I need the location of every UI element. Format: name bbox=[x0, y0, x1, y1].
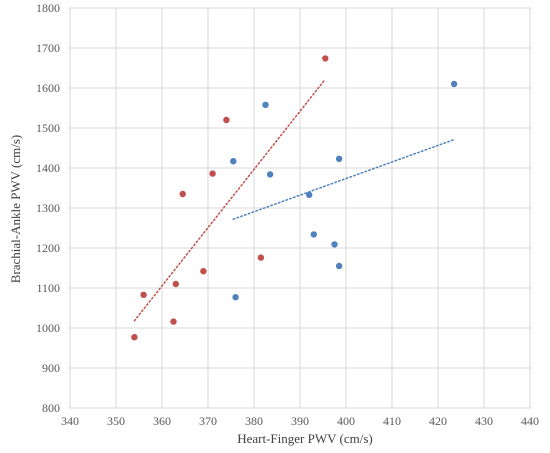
y-axis-title: Brachial-Ankle PWV (cm/s) bbox=[8, 135, 23, 284]
y-tick-label: 1100 bbox=[36, 281, 60, 295]
tick-labels: 340 350 360 370 380 390 400 410 420 430 440 800 900 1… bbox=[36, 1, 539, 428]
y-tick-label: 900 bbox=[42, 361, 60, 375]
y-tick-label: 1500 bbox=[36, 121, 60, 135]
x-tick-label: 390 bbox=[291, 414, 309, 428]
series-2-point bbox=[306, 191, 313, 198]
series-2-point bbox=[335, 262, 343, 270]
series-1-point bbox=[200, 268, 207, 275]
x-tick-label: 400 bbox=[337, 414, 355, 428]
trendlines bbox=[133, 78, 455, 322]
series-2-point bbox=[262, 101, 269, 109]
series-2-point bbox=[331, 241, 338, 248]
series-1-point bbox=[172, 280, 179, 288]
x-tick-label: 410 bbox=[383, 414, 401, 428]
x-tick-label: 350 bbox=[107, 414, 125, 428]
x-tick-label: 340 bbox=[61, 414, 79, 428]
x-tick-label: 430 bbox=[475, 414, 493, 428]
series-2-point bbox=[450, 80, 458, 88]
series-2-point bbox=[230, 158, 237, 165]
x-tick-label: 440 bbox=[521, 414, 539, 428]
series-1-point bbox=[179, 190, 186, 198]
series-1-point bbox=[223, 116, 230, 124]
series-2-point bbox=[335, 155, 343, 162]
x-tick-label: 420 bbox=[429, 414, 447, 428]
series-1-point bbox=[140, 291, 147, 298]
series-1-point bbox=[257, 254, 265, 261]
y-tick-label: 1700 bbox=[36, 41, 60, 55]
y-tick-label: 800 bbox=[42, 401, 60, 415]
trendline-2 bbox=[232, 138, 455, 220]
y-tick-label: 1300 bbox=[36, 201, 60, 215]
x-axis-title: Heart-Finger PWV (cm/s) bbox=[237, 431, 373, 446]
series-1-point bbox=[322, 55, 329, 62]
series-1-point bbox=[131, 334, 138, 341]
y-tick-label: 1000 bbox=[36, 321, 60, 335]
y-tick-label: 1200 bbox=[36, 241, 60, 255]
gridlines bbox=[69, 7, 531, 409]
series-2-point bbox=[232, 294, 239, 301]
series-1-point bbox=[209, 170, 216, 177]
y-tick-label: 1800 bbox=[36, 1, 60, 15]
series-2-point bbox=[310, 231, 317, 238]
x-tick-label: 370 bbox=[199, 414, 217, 428]
x-tick-label: 360 bbox=[153, 414, 171, 428]
x-tick-label: 380 bbox=[245, 414, 263, 428]
y-tick-label: 1400 bbox=[36, 161, 60, 175]
trendline-1 bbox=[133, 78, 327, 322]
series-2-point bbox=[266, 171, 274, 178]
y-tick-label: 1600 bbox=[36, 81, 60, 95]
plot-frame bbox=[69, 7, 531, 409]
series-1-point bbox=[170, 318, 177, 325]
data-points bbox=[131, 55, 458, 341]
